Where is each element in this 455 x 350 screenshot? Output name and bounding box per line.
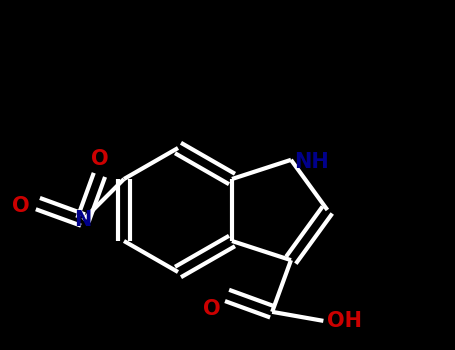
Text: NH: NH [294,152,329,172]
Text: O: O [12,196,30,216]
Text: OH: OH [327,311,362,331]
Text: O: O [91,149,108,169]
Text: O: O [203,300,221,320]
Text: N: N [74,210,91,230]
